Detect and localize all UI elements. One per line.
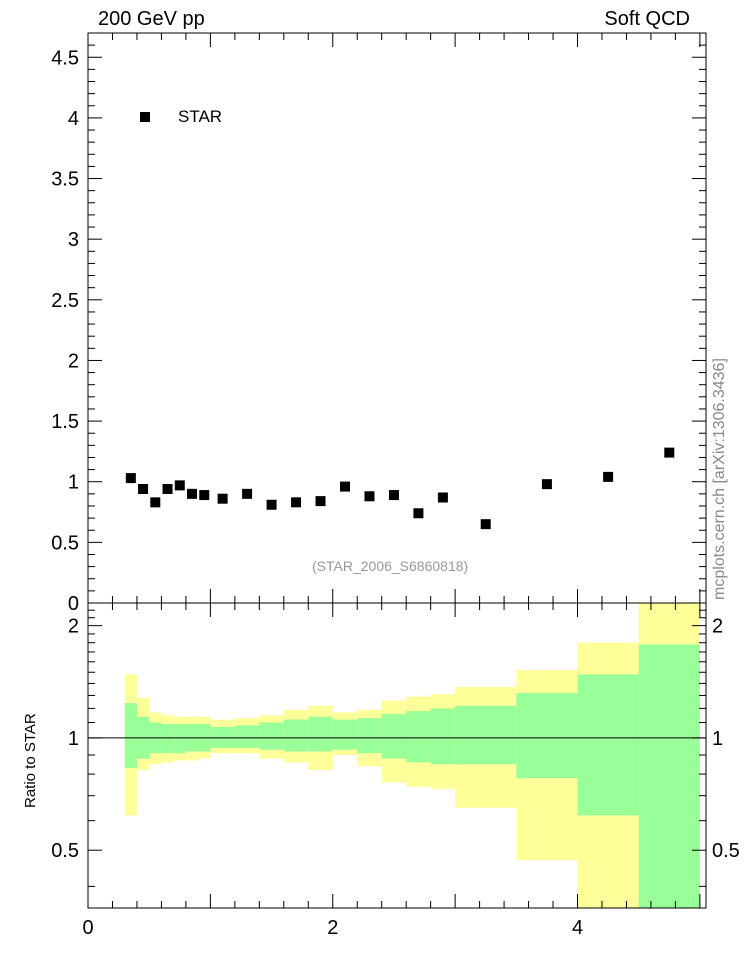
side-credit: mcplots.cern.ch [arXiv:1306.3436] [711,358,728,600]
stat-band-bin [259,722,284,750]
main-y-tick-label: 2.5 [51,290,79,312]
stat-band-bin [124,703,137,769]
stat-band-bin [430,708,456,765]
data-point [664,447,675,458]
legend-marker-star [140,112,150,122]
legend-marker [140,112,150,122]
ratio-y-tick-label-right: 0.5 [712,840,740,862]
main-y-tick-label: 3 [68,229,79,251]
main-data-points [125,447,675,530]
ratio-x-tick-label: 4 [572,917,583,939]
header-left: 200 GeV pp [98,8,205,30]
data-point [138,484,149,494]
data-point [291,497,302,508]
stat-band-bin [381,713,407,759]
stat-band-bin [234,725,260,748]
header-right: Soft QCD [604,8,690,30]
data-point [541,479,552,490]
legend-label-star: STAR [178,107,223,126]
ratio-axis-label-box: Ratio to STAR [22,700,44,810]
main-y-tick-label: 2 [68,350,79,372]
axis-ticks: 00.511.522.533.544.50 2 40.5 0.51 12 2 [51,32,740,939]
stat-band-bin [638,644,700,908]
stat-band-bin [332,719,358,750]
main-y-tick-label: 0.5 [51,532,79,554]
ratio-y-tick-label-left: 2 [68,616,79,638]
data-point [603,471,614,482]
data-point [199,490,210,501]
stat-band-bin [161,723,174,754]
main-y-tick-label: 4.5 [51,47,79,69]
data-point [150,497,161,508]
data-point [187,488,198,499]
ratio-y-tick-label-left: 0.5 [51,840,79,862]
data-point [162,484,173,494]
stat-band-bin [357,718,382,754]
main-y-tick-label: 1.5 [51,411,79,433]
data-point [125,473,136,484]
main-y-tick-label: 4 [68,108,79,130]
plot-frames [87,32,707,909]
data-point [266,499,277,510]
data-point [339,481,350,492]
ratio-axis-label: Ratio to STAR [22,713,39,808]
data-point [364,491,375,502]
ratio-x-tick-label: 2 [327,917,338,939]
main-y-tick-label: 3.5 [51,169,79,191]
data-point [315,496,326,507]
ratio-y-tick-label-right: 1 [712,728,723,750]
data-point [388,490,399,501]
stat-band-bin [516,692,578,779]
data-point [174,480,185,491]
data-point [217,493,228,504]
data-point [437,492,448,503]
main-y-tick-label: 1 [68,472,79,494]
stat-band-bin [577,674,639,816]
main-y-tick-label: 0 [68,593,79,615]
data-point [413,508,424,519]
ratio-frame [87,602,707,909]
analysis-id: (STAR_2006_S6860818) [312,558,469,574]
stat-band-bin [283,719,309,752]
ratio-bands [124,603,700,908]
ratio-y-tick-label-left: 1 [68,728,79,750]
data-point [242,488,253,499]
stat-band-bin [406,711,431,763]
side-credit-box: mcplots.cern.ch [arXiv:1306.3436] [707,330,731,600]
stat-band-bin [173,723,186,754]
ratio-y-tick-label-right: 2 [712,616,723,638]
stat-band-bin [455,705,517,765]
data-point [480,519,491,530]
ratio-x-tick-label: 0 [82,917,93,939]
stat-band-bin [308,716,333,752]
